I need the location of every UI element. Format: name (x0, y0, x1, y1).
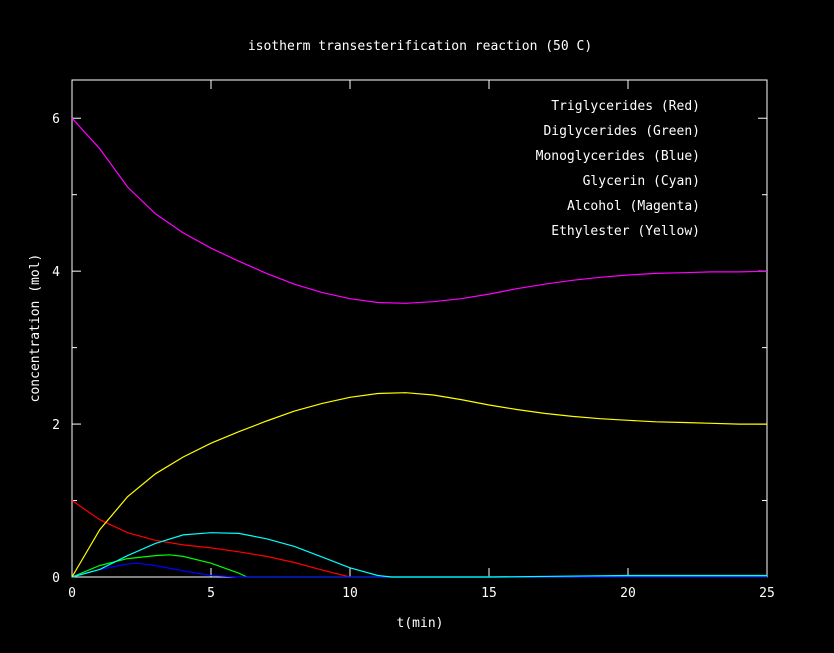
legend-entry: Monoglycerides (Blue) (536, 149, 700, 164)
axis-ticks: 0 5 10 15 20 25 0 2 4 6 (52, 80, 775, 601)
series-line-0 (71, 500, 351, 578)
y-axis-label: concentration (mol) (28, 254, 43, 403)
series-line-3 (71, 532, 767, 578)
x-tick-label: 15 (481, 586, 497, 601)
x-tick-label: 10 (342, 586, 358, 601)
series-line-5 (71, 392, 767, 578)
y-tick-label: 2 (52, 418, 60, 433)
y-tick-label: 6 (52, 112, 60, 127)
legend-entry: Ethylester (Yellow) (551, 224, 700, 239)
legend-entry: Triglycerides (Red) (551, 99, 700, 114)
y-tick-label: 4 (52, 265, 60, 280)
series-line-4 (71, 117, 768, 304)
legend: Triglycerides (Red) Diglycerides (Green) M… (536, 99, 700, 239)
series-line-1 (71, 554, 767, 578)
legend-entry: Glycerin (Cyan) (583, 174, 700, 189)
legend-entry: Alcohol (Magenta) (567, 199, 700, 214)
x-tick-label: 0 (68, 586, 76, 601)
legend-entry: Diglycerides (Green) (543, 124, 700, 139)
chart-title: isotherm transesterification reaction (5… (248, 39, 592, 54)
x-tick-label: 20 (620, 586, 636, 601)
x-tick-label: 25 (759, 586, 775, 601)
x-tick-label: 5 (207, 586, 215, 601)
x-axis-label: t(min) (397, 616, 444, 631)
y-tick-label: 0 (52, 571, 60, 586)
series-layer (71, 117, 768, 578)
